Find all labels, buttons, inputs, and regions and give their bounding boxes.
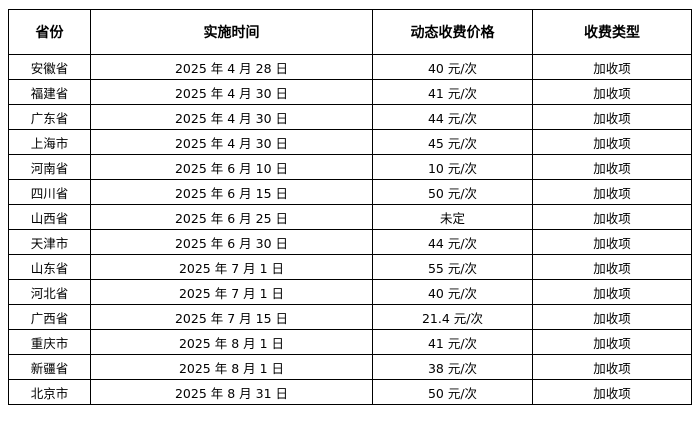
cell-fee-type: 加收项 — [532, 204, 692, 230]
table-row: 山东省 2025 年 7 月 1 日 55 元/次 加收项 — [8, 254, 692, 280]
cell-price: 44 元/次 — [372, 229, 533, 255]
cell-effective-date: 2025 年 8 月 31 日 — [90, 379, 373, 405]
table-row: 天津市 2025 年 6 月 30 日 44 元/次 加收项 — [8, 229, 692, 255]
cell-price: 21.4 元/次 — [372, 304, 533, 330]
cell-province: 广东省 — [8, 104, 91, 130]
cell-province: 安徽省 — [8, 54, 91, 80]
cell-effective-date: 2025 年 7 月 15 日 — [90, 304, 373, 330]
cell-fee-type: 加收项 — [532, 279, 692, 305]
table-header-row: 省份 实施时间 动态收费价格 收费类型 — [8, 9, 692, 55]
cell-effective-date: 2025 年 7 月 1 日 — [90, 279, 373, 305]
table-row: 河北省 2025 年 7 月 1 日 40 元/次 加收项 — [8, 279, 692, 305]
cell-effective-date: 2025 年 4 月 28 日 — [90, 54, 373, 80]
cell-fee-type: 加收项 — [532, 179, 692, 205]
cell-price: 41 元/次 — [372, 329, 533, 355]
table-row: 山西省 2025 年 6 月 25 日 未定 加收项 — [8, 204, 692, 230]
cell-price: 44 元/次 — [372, 104, 533, 130]
cell-fee-type: 加收项 — [532, 79, 692, 105]
table-row: 四川省 2025 年 6 月 15 日 50 元/次 加收项 — [8, 179, 692, 205]
cell-province: 四川省 — [8, 179, 91, 205]
table-row: 河南省 2025 年 6 月 10 日 10 元/次 加收项 — [8, 154, 692, 180]
column-header-dynamic-price: 动态收费价格 — [372, 9, 533, 55]
column-header-fee-type: 收费类型 — [532, 9, 692, 55]
cell-fee-type: 加收项 — [532, 329, 692, 355]
table-row: 广东省 2025 年 4 月 30 日 44 元/次 加收项 — [8, 104, 692, 130]
cell-fee-type: 加收项 — [532, 304, 692, 330]
column-header-province: 省份 — [8, 9, 91, 55]
column-header-effective-date: 实施时间 — [90, 9, 373, 55]
cell-price: 10 元/次 — [372, 154, 533, 180]
cell-price: 50 元/次 — [372, 179, 533, 205]
cell-price: 未定 — [372, 204, 533, 230]
cell-province: 山东省 — [8, 254, 91, 280]
table-row: 福建省 2025 年 4 月 30 日 41 元/次 加收项 — [8, 79, 692, 105]
table-row: 新疆省 2025 年 8 月 1 日 38 元/次 加收项 — [8, 354, 692, 380]
table-row: 上海市 2025 年 4 月 30 日 45 元/次 加收项 — [8, 129, 692, 155]
fee-table-container: 省份 实施时间 动态收费价格 收费类型 安徽省 2025 年 4 月 28 日 … — [8, 9, 692, 405]
table-row: 重庆市 2025 年 8 月 1 日 41 元/次 加收项 — [8, 329, 692, 355]
cell-province: 河北省 — [8, 279, 91, 305]
cell-price: 40 元/次 — [372, 279, 533, 305]
cell-price: 38 元/次 — [372, 354, 533, 380]
cell-effective-date: 2025 年 6 月 25 日 — [90, 204, 373, 230]
cell-province: 河南省 — [8, 154, 91, 180]
table-row: 安徽省 2025 年 4 月 28 日 40 元/次 加收项 — [8, 54, 692, 80]
cell-province: 北京市 — [8, 379, 91, 405]
cell-province: 上海市 — [8, 129, 91, 155]
cell-fee-type: 加收项 — [532, 229, 692, 255]
cell-province: 山西省 — [8, 204, 91, 230]
cell-fee-type: 加收项 — [532, 254, 692, 280]
cell-province: 新疆省 — [8, 354, 91, 380]
cell-effective-date: 2025 年 4 月 30 日 — [90, 129, 373, 155]
cell-province: 重庆市 — [8, 329, 91, 355]
cell-effective-date: 2025 年 7 月 1 日 — [90, 254, 373, 280]
cell-price: 41 元/次 — [372, 79, 533, 105]
cell-fee-type: 加收项 — [532, 104, 692, 130]
cell-effective-date: 2025 年 6 月 15 日 — [90, 179, 373, 205]
cell-price: 55 元/次 — [372, 254, 533, 280]
cell-price: 45 元/次 — [372, 129, 533, 155]
cell-price: 40 元/次 — [372, 54, 533, 80]
cell-effective-date: 2025 年 4 月 30 日 — [90, 79, 373, 105]
cell-effective-date: 2025 年 4 月 30 日 — [90, 104, 373, 130]
cell-effective-date: 2025 年 8 月 1 日 — [90, 329, 373, 355]
cell-fee-type: 加收项 — [532, 129, 692, 155]
cell-effective-date: 2025 年 6 月 10 日 — [90, 154, 373, 180]
fee-table: 省份 实施时间 动态收费价格 收费类型 安徽省 2025 年 4 月 28 日 … — [8, 9, 692, 405]
cell-province: 广西省 — [8, 304, 91, 330]
cell-fee-type: 加收项 — [532, 154, 692, 180]
table-row: 广西省 2025 年 7 月 15 日 21.4 元/次 加收项 — [8, 304, 692, 330]
cell-effective-date: 2025 年 8 月 1 日 — [90, 354, 373, 380]
cell-fee-type: 加收项 — [532, 54, 692, 80]
cell-province: 福建省 — [8, 79, 91, 105]
cell-effective-date: 2025 年 6 月 30 日 — [90, 229, 373, 255]
cell-price: 50 元/次 — [372, 379, 533, 405]
cell-fee-type: 加收项 — [532, 379, 692, 405]
table-row: 北京市 2025 年 8 月 31 日 50 元/次 加收项 — [8, 379, 692, 405]
cell-province: 天津市 — [8, 229, 91, 255]
cell-fee-type: 加收项 — [532, 354, 692, 380]
